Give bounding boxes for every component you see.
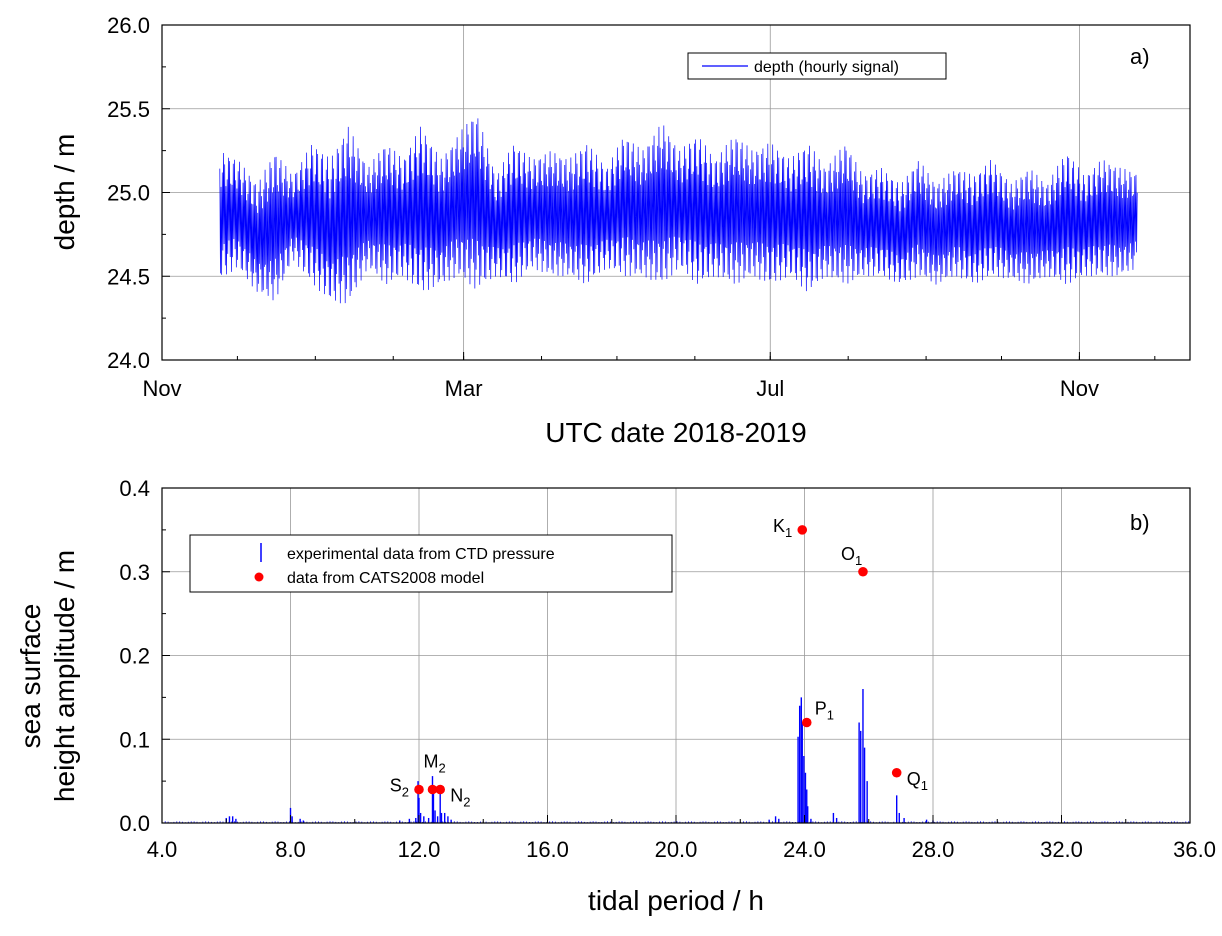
panel-a-label: a) bbox=[1130, 44, 1150, 69]
model-point-label: O1 bbox=[841, 544, 862, 568]
model-point-label: K1 bbox=[773, 516, 792, 540]
panel-a-legend: depth (hourly signal) bbox=[687, 52, 947, 80]
panel-b-x-tick-label: 20.0 bbox=[655, 837, 698, 862]
panel-b-y-tick-label: 0.4 bbox=[119, 476, 150, 501]
panel-a-x-tick-label: Mar bbox=[445, 376, 483, 401]
panel-b-legend-box bbox=[189, 534, 673, 593]
panel-b-legend-label-experimental: experimental data from CTD pressure bbox=[287, 546, 555, 563]
model-point-P1 bbox=[801, 717, 812, 728]
depth-series-line bbox=[219, 118, 1138, 304]
panel-b-legend-dot-marker bbox=[254, 572, 264, 582]
panel-b-legend: experimental data from CTD pressure data… bbox=[189, 534, 673, 593]
panel-b-y-tick-label: 0.2 bbox=[119, 644, 150, 669]
panel-a-ticks: 24.0 24.5 25.0 25.5 26.0 Nov Mar Jul Nov bbox=[107, 13, 1156, 401]
panel-b-x-tick-label: 12.0 bbox=[398, 837, 441, 862]
panel-b-x-tick-label: 16.0 bbox=[526, 837, 569, 862]
panel-a-series bbox=[219, 118, 1138, 304]
model-point-K1 bbox=[797, 525, 808, 535]
panel-a-ylabel: depth / m bbox=[49, 134, 80, 251]
panel-b-x-tick-label: 8.0 bbox=[275, 837, 306, 862]
panel-b-xlabel: tidal period / h bbox=[588, 885, 764, 916]
panel-b-x-tick-label: 28.0 bbox=[912, 837, 955, 862]
panel-b-x-tick-label: 24.0 bbox=[783, 837, 826, 862]
panel-a-y-tick-label: 25.5 bbox=[107, 97, 150, 122]
panel-b-y-tick-label: 0.1 bbox=[119, 727, 150, 752]
model-point-label: P1 bbox=[815, 699, 834, 723]
model-point-M2 bbox=[427, 784, 438, 795]
model-point-O1 bbox=[858, 566, 868, 577]
panel-a-x-tick-label: Nov bbox=[1060, 376, 1099, 401]
model-point-label: Q1 bbox=[907, 769, 928, 793]
panel-b-y-tick-label: 0.3 bbox=[119, 560, 150, 585]
model-point-S2 bbox=[414, 784, 424, 795]
panel-b-x-tick-label: 32.0 bbox=[1040, 837, 1083, 862]
model-point-label: S2 bbox=[390, 776, 409, 800]
panel-a-y-tick-label: 26.0 bbox=[107, 13, 150, 38]
model-point-label: N2 bbox=[450, 786, 470, 810]
model-point-label: M2 bbox=[423, 752, 445, 776]
panel-a-x-tick-label: Jul bbox=[756, 376, 784, 401]
panel-b-bars bbox=[164, 689, 1190, 823]
panel-b-ylabel-line2: height amplitude / m bbox=[49, 550, 80, 802]
panel-a-y-tick-label: 24.5 bbox=[107, 264, 150, 289]
panel-b-x-tick-label: 4.0 bbox=[147, 837, 178, 862]
model-point-N2 bbox=[435, 784, 446, 795]
panel-a-y-tick-label: 25.0 bbox=[107, 181, 150, 206]
panel-b-label: b) bbox=[1130, 510, 1150, 535]
panel-a-legend-label: depth (hourly signal) bbox=[754, 59, 899, 76]
model-point-Q1 bbox=[891, 767, 902, 778]
panel-b-x-tick-label: 36.0 bbox=[1173, 837, 1216, 862]
panel-a: 24.0 24.5 25.0 25.5 26.0 Nov Mar Jul Nov a) dept… bbox=[49, 13, 1191, 448]
panel-b-ylabel-line1: sea surface bbox=[15, 604, 46, 749]
panel-a-x-tick-label: Nov bbox=[142, 376, 181, 401]
panel-b-legend-label-model: data from CATS2008 model bbox=[287, 570, 484, 587]
panel-a-xlabel: UTC date 2018-2019 bbox=[545, 417, 807, 448]
panel-b-ticks: 0.0 0.1 0.2 0.3 0.4 4.0 8.0 12.0 16.0 20.0 24.0 28.… bbox=[119, 476, 1216, 862]
panel-a-y-tick-label: 24.0 bbox=[107, 348, 150, 373]
panel-b-y-tick-label: 0.0 bbox=[119, 811, 150, 836]
